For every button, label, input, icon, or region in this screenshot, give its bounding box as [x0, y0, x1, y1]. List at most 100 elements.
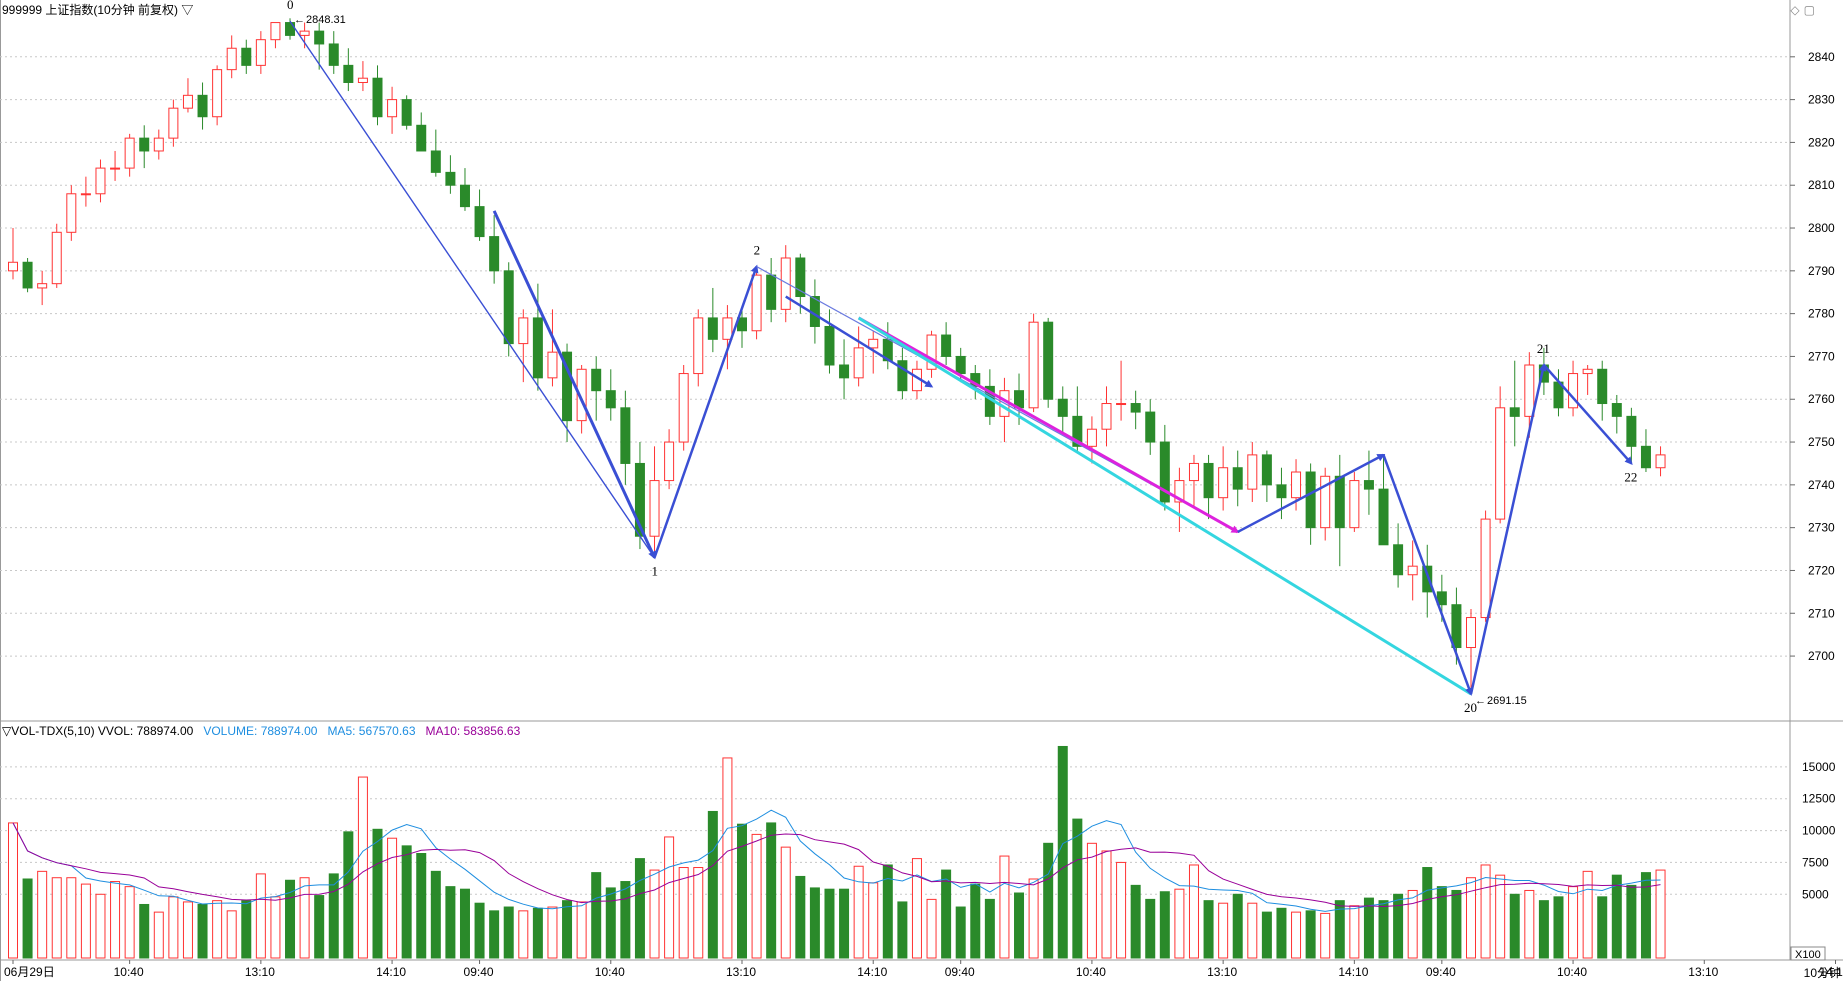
volume-bar	[96, 894, 105, 958]
volume-indicator-label[interactable]: ▽VOL-TDX(5,10) VVOL: 788974.00	[2, 724, 193, 738]
volume-tick-label: 7500	[1802, 855, 1829, 869]
volume-bar	[942, 870, 951, 958]
candle	[665, 429, 674, 489]
volume-bar	[242, 901, 251, 958]
candle	[402, 95, 411, 129]
volume-bar	[1131, 885, 1140, 958]
time-tick-label: 10:40	[1076, 965, 1106, 979]
candle	[1481, 511, 1490, 622]
candle	[446, 155, 455, 194]
volume-header: ▽VOL-TDX(5,10) VVOL: 788974.00 VOLUME: 7…	[2, 724, 520, 738]
candle	[1204, 455, 1213, 519]
volume-bar	[111, 882, 120, 958]
volume-bar	[1525, 890, 1534, 958]
volume-bar	[460, 889, 469, 958]
maximize-icon[interactable]: ▢	[1804, 3, 1815, 17]
volume-bar	[548, 907, 557, 958]
candle	[9, 228, 18, 279]
chart-title[interactable]: 999999 上证指数(10分钟 前复权) ▽	[2, 3, 193, 17]
volume-bar	[475, 903, 484, 958]
volume-bar	[606, 888, 615, 958]
volume-bar	[1029, 879, 1038, 958]
candle	[767, 258, 776, 322]
volume-bar	[227, 911, 236, 958]
candle	[1029, 314, 1038, 412]
volume-unit-box: X100	[1791, 947, 1825, 961]
volume-bar	[723, 758, 732, 958]
candle	[23, 258, 32, 292]
volume-bar	[388, 838, 397, 958]
wave-label: 2	[754, 243, 761, 258]
volume-bar	[1598, 897, 1607, 958]
candle	[1335, 455, 1344, 566]
volume-bar	[67, 878, 76, 958]
volume-bar	[912, 859, 921, 958]
volume-bar	[1015, 893, 1024, 958]
volume-bar	[52, 878, 61, 958]
candle	[694, 309, 703, 386]
candle	[1131, 391, 1140, 430]
candle	[125, 134, 134, 177]
price-annotation-value: 2691.15	[1487, 695, 1527, 707]
volume-bar	[256, 874, 265, 958]
volume-bar	[1248, 903, 1257, 958]
time-tick-label: 09:40	[945, 965, 975, 979]
price-tick-label: 2710	[1808, 606, 1835, 620]
volume-bar	[1087, 843, 1096, 958]
volume-bar	[1452, 890, 1461, 958]
candle	[67, 185, 76, 241]
volume-bar	[1467, 878, 1476, 958]
candle	[154, 130, 163, 160]
candle	[898, 348, 907, 399]
candle	[1321, 468, 1330, 541]
volume-bar	[1539, 901, 1548, 958]
candle	[227, 35, 236, 78]
candle	[1598, 361, 1607, 421]
volume-bar	[650, 870, 659, 958]
volume-tick-label: 5000	[1802, 887, 1829, 901]
volume-bar	[1394, 894, 1403, 958]
time-tick-label: 10:40	[1557, 965, 1587, 979]
candle	[1058, 386, 1067, 433]
volume-bar	[854, 866, 863, 958]
volume-bar	[635, 859, 644, 958]
volume-bar	[1364, 898, 1373, 958]
volume-bar	[869, 883, 878, 958]
restore-icon[interactable]: ◇	[1790, 3, 1799, 17]
volume-bar	[213, 901, 222, 958]
wave-label: 1	[652, 564, 659, 579]
volume-tick-label: 10000	[1802, 824, 1836, 838]
candle	[708, 288, 717, 352]
candle	[650, 446, 659, 557]
volume-bar	[1044, 843, 1053, 958]
price-annotation: ←	[294, 14, 305, 26]
volume-bar	[1204, 901, 1213, 958]
candle	[315, 23, 324, 70]
price-annotation: ←	[1475, 695, 1486, 707]
candle	[329, 31, 338, 74]
timeframe-label[interactable]: 10分钟	[1804, 964, 1841, 981]
wave-segment	[655, 267, 757, 558]
candle	[242, 40, 251, 74]
time-tick-label: 13:10	[245, 965, 275, 979]
candle	[358, 61, 367, 91]
price-tick-label: 2830	[1808, 93, 1835, 107]
candle	[1510, 361, 1519, 447]
volume-bar	[1350, 906, 1359, 958]
candle	[606, 369, 615, 420]
volume-bar	[985, 899, 994, 958]
candle	[140, 125, 149, 168]
candle	[1306, 463, 1315, 544]
volume-bar	[1641, 873, 1650, 958]
volume-bar	[1000, 856, 1009, 958]
volume-bar	[1306, 911, 1315, 958]
volume-bar	[1146, 899, 1155, 958]
volume-bar	[125, 887, 134, 958]
candle	[52, 224, 61, 288]
time-tick-label: 10:40	[114, 965, 144, 979]
candle	[490, 215, 499, 283]
candle	[927, 331, 936, 378]
volume-bar	[417, 854, 426, 958]
price-tick-label: 2750	[1808, 435, 1835, 449]
